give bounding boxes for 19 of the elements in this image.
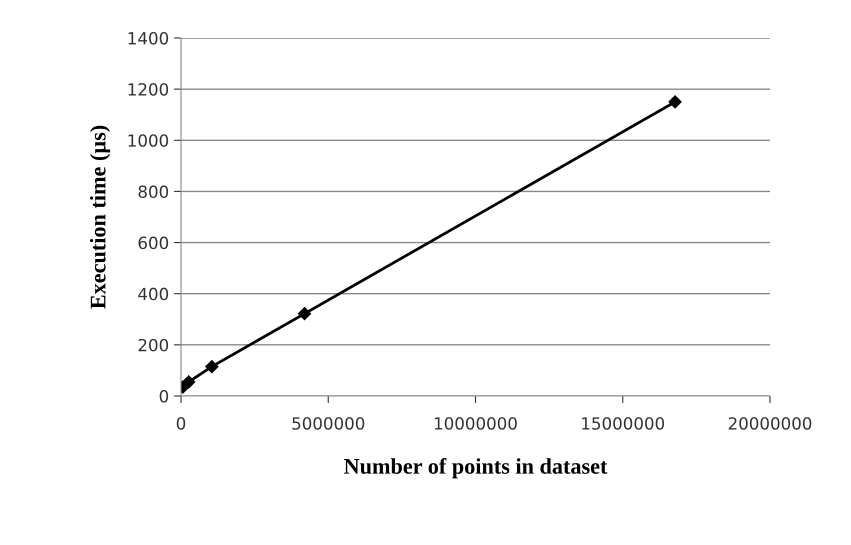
y-tick-label: 0 (160, 390, 168, 403)
y-tick-label: 600 (138, 236, 168, 250)
point (298, 307, 312, 320)
point (205, 360, 218, 374)
y-tick-label: 800 (138, 185, 168, 198)
x-tick-label: 20000000 (728, 417, 812, 430)
y-axis-title: Execution time (µs) (90, 126, 110, 309)
x-tick-label: 15000000 (582, 417, 664, 430)
x-axis-title: Number of points in dataset (344, 458, 608, 478)
y-tick-label: 1400 (128, 32, 168, 45)
x-tick-label: 5000000 (292, 417, 364, 430)
y-tick-label: 200 (138, 338, 168, 352)
point (668, 95, 682, 109)
x-tick-label: 0 (176, 417, 186, 430)
y-tick-label: 400 (138, 288, 168, 300)
y-tick-label: 1000 (128, 134, 168, 147)
point (182, 375, 196, 389)
x-tick-label: 10000000 (434, 417, 517, 430)
y-tick-label: 1200 (128, 83, 168, 96)
